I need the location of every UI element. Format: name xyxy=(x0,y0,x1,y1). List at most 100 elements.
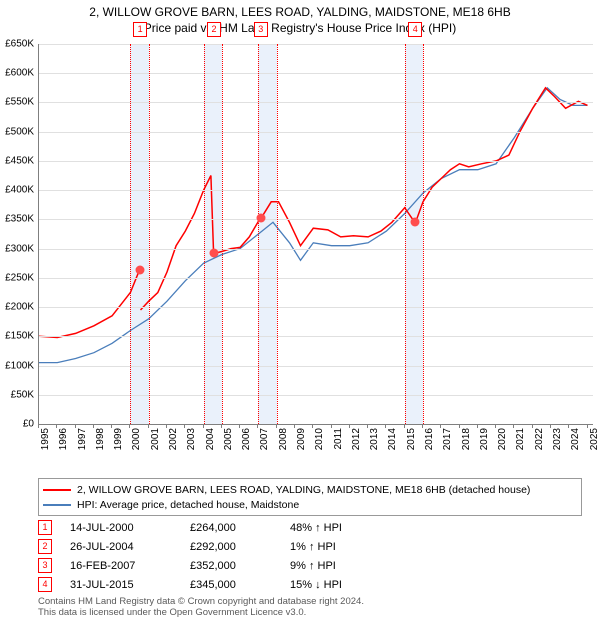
x-axis-label: 2015 xyxy=(406,428,417,468)
gridline-h xyxy=(39,249,593,250)
x-axis-label: 1996 xyxy=(58,428,69,468)
table-marker-number: 3 xyxy=(38,558,52,573)
y-axis-label: £500K xyxy=(0,126,34,137)
x-axis-label: 2018 xyxy=(461,428,472,468)
chart-plot-area: 1234 xyxy=(38,44,593,425)
y-axis-label: £650K xyxy=(0,39,34,50)
table-cell-price: £352,000 xyxy=(190,560,290,572)
x-axis-tick xyxy=(75,424,76,428)
footer-attribution: Contains HM Land Registry data © Crown c… xyxy=(38,596,582,619)
table-cell-date: 14-JUL-2000 xyxy=(70,522,190,534)
x-axis-label: 2021 xyxy=(515,428,526,468)
y-axis-label: £450K xyxy=(0,155,34,166)
legend-swatch-hpi xyxy=(43,504,71,506)
x-axis-tick xyxy=(221,424,222,428)
sale-marker-number: 3 xyxy=(254,22,268,37)
gridline-h xyxy=(39,161,593,162)
sale-band-edge xyxy=(258,44,259,424)
y-axis-label: £600K xyxy=(0,68,34,79)
x-axis-label: 2012 xyxy=(351,428,362,468)
table-cell-date: 26-JUL-2004 xyxy=(70,541,190,553)
y-axis-label: £50K xyxy=(0,389,34,400)
x-axis-tick xyxy=(239,424,240,428)
y-axis-label: £350K xyxy=(0,214,34,225)
x-axis-label: 1998 xyxy=(95,428,106,468)
x-axis-tick xyxy=(550,424,551,428)
x-axis-tick xyxy=(587,424,588,428)
gridline-h xyxy=(39,366,593,367)
x-axis-tick xyxy=(294,424,295,428)
sale-band-edge xyxy=(130,44,131,424)
x-axis-label: 1999 xyxy=(113,428,124,468)
sale-marker-dot xyxy=(136,265,145,274)
y-axis-label: £200K xyxy=(0,302,34,313)
table-cell-diff: 48% ↑ HPI xyxy=(290,522,410,534)
y-axis-label: £150K xyxy=(0,331,34,342)
x-axis-label: 2022 xyxy=(534,428,545,468)
gridline-h xyxy=(39,307,593,308)
title-line-1: 2, WILLOW GROVE BARN, LEES ROAD, YALDING… xyxy=(0,4,600,20)
legend-row-property: 2, WILLOW GROVE BARN, LEES ROAD, YALDING… xyxy=(43,482,577,497)
sale-marker-number: 2 xyxy=(207,22,221,37)
legend-label-hpi: HPI: Average price, detached house, Maid… xyxy=(77,499,299,511)
x-axis-label: 1997 xyxy=(77,428,88,468)
x-axis-tick xyxy=(148,424,149,428)
sale-marker-number: 1 xyxy=(133,22,147,37)
chart-title-block: 2, WILLOW GROVE BARN, LEES ROAD, YALDING… xyxy=(0,0,600,36)
sale-marker-dot xyxy=(411,218,420,227)
x-axis-label: 2010 xyxy=(314,428,325,468)
x-axis-label: 2000 xyxy=(131,428,142,468)
x-axis-tick xyxy=(38,424,39,428)
x-axis-label: 2003 xyxy=(186,428,197,468)
series-property-line xyxy=(261,202,415,246)
sale-band-edge xyxy=(149,44,150,424)
title-line-2: Price paid vs. HM Land Registry's House … xyxy=(0,20,600,36)
x-axis-tick xyxy=(203,424,204,428)
table-cell-diff: 15% ↓ HPI xyxy=(290,579,410,591)
x-axis-label: 2004 xyxy=(205,428,216,468)
series-property-line xyxy=(39,270,140,338)
x-axis-tick xyxy=(532,424,533,428)
footer-line-1: Contains HM Land Registry data © Crown c… xyxy=(38,596,582,607)
sale-band-edge xyxy=(277,44,278,424)
chart: 1234 £0£50K£100K£150K£200K£250K£300K£350… xyxy=(38,44,592,444)
gridline-h xyxy=(39,73,593,74)
x-axis-label: 2020 xyxy=(497,428,508,468)
gridline-h xyxy=(39,395,593,396)
table-cell-date: 16-FEB-2007 xyxy=(70,560,190,572)
x-axis-tick xyxy=(276,424,277,428)
y-axis-label: £250K xyxy=(0,272,34,283)
gridline-h xyxy=(39,278,593,279)
sales-table: 114-JUL-2000£264,00048% ↑ HPI226-JUL-200… xyxy=(38,518,582,594)
x-axis-label: 2007 xyxy=(259,428,270,468)
gridline-h xyxy=(39,336,593,337)
x-axis-tick xyxy=(495,424,496,428)
table-row: 114-JUL-2000£264,00048% ↑ HPI xyxy=(38,518,582,537)
x-axis-label: 2025 xyxy=(589,428,600,468)
x-axis-tick xyxy=(111,424,112,428)
sale-marker-number: 4 xyxy=(408,22,422,37)
x-axis-label: 2017 xyxy=(442,428,453,468)
x-axis-label: 1995 xyxy=(40,428,51,468)
chart-lines xyxy=(39,44,593,424)
y-axis-label: £550K xyxy=(0,97,34,108)
table-row: 226-JUL-2004£292,0001% ↑ HPI xyxy=(38,537,582,556)
sale-band-edge xyxy=(204,44,205,424)
x-axis-label: 2001 xyxy=(150,428,161,468)
table-marker-number: 4 xyxy=(38,577,52,592)
x-axis-tick xyxy=(93,424,94,428)
sale-marker-dot xyxy=(209,249,218,258)
y-axis-label: £0 xyxy=(0,419,34,430)
gridline-h xyxy=(39,44,593,45)
x-axis-label: 2008 xyxy=(278,428,289,468)
x-axis-tick xyxy=(331,424,332,428)
table-marker-number: 1 xyxy=(38,520,52,535)
x-axis-tick xyxy=(367,424,368,428)
x-axis-label: 2006 xyxy=(241,428,252,468)
legend-row-hpi: HPI: Average price, detached house, Maid… xyxy=(43,497,577,512)
legend-label-property: 2, WILLOW GROVE BARN, LEES ROAD, YALDING… xyxy=(77,484,530,496)
sale-marker-dot xyxy=(256,214,265,223)
legend: 2, WILLOW GROVE BARN, LEES ROAD, YALDING… xyxy=(38,478,582,516)
x-axis-tick xyxy=(459,424,460,428)
x-axis-tick xyxy=(349,424,350,428)
